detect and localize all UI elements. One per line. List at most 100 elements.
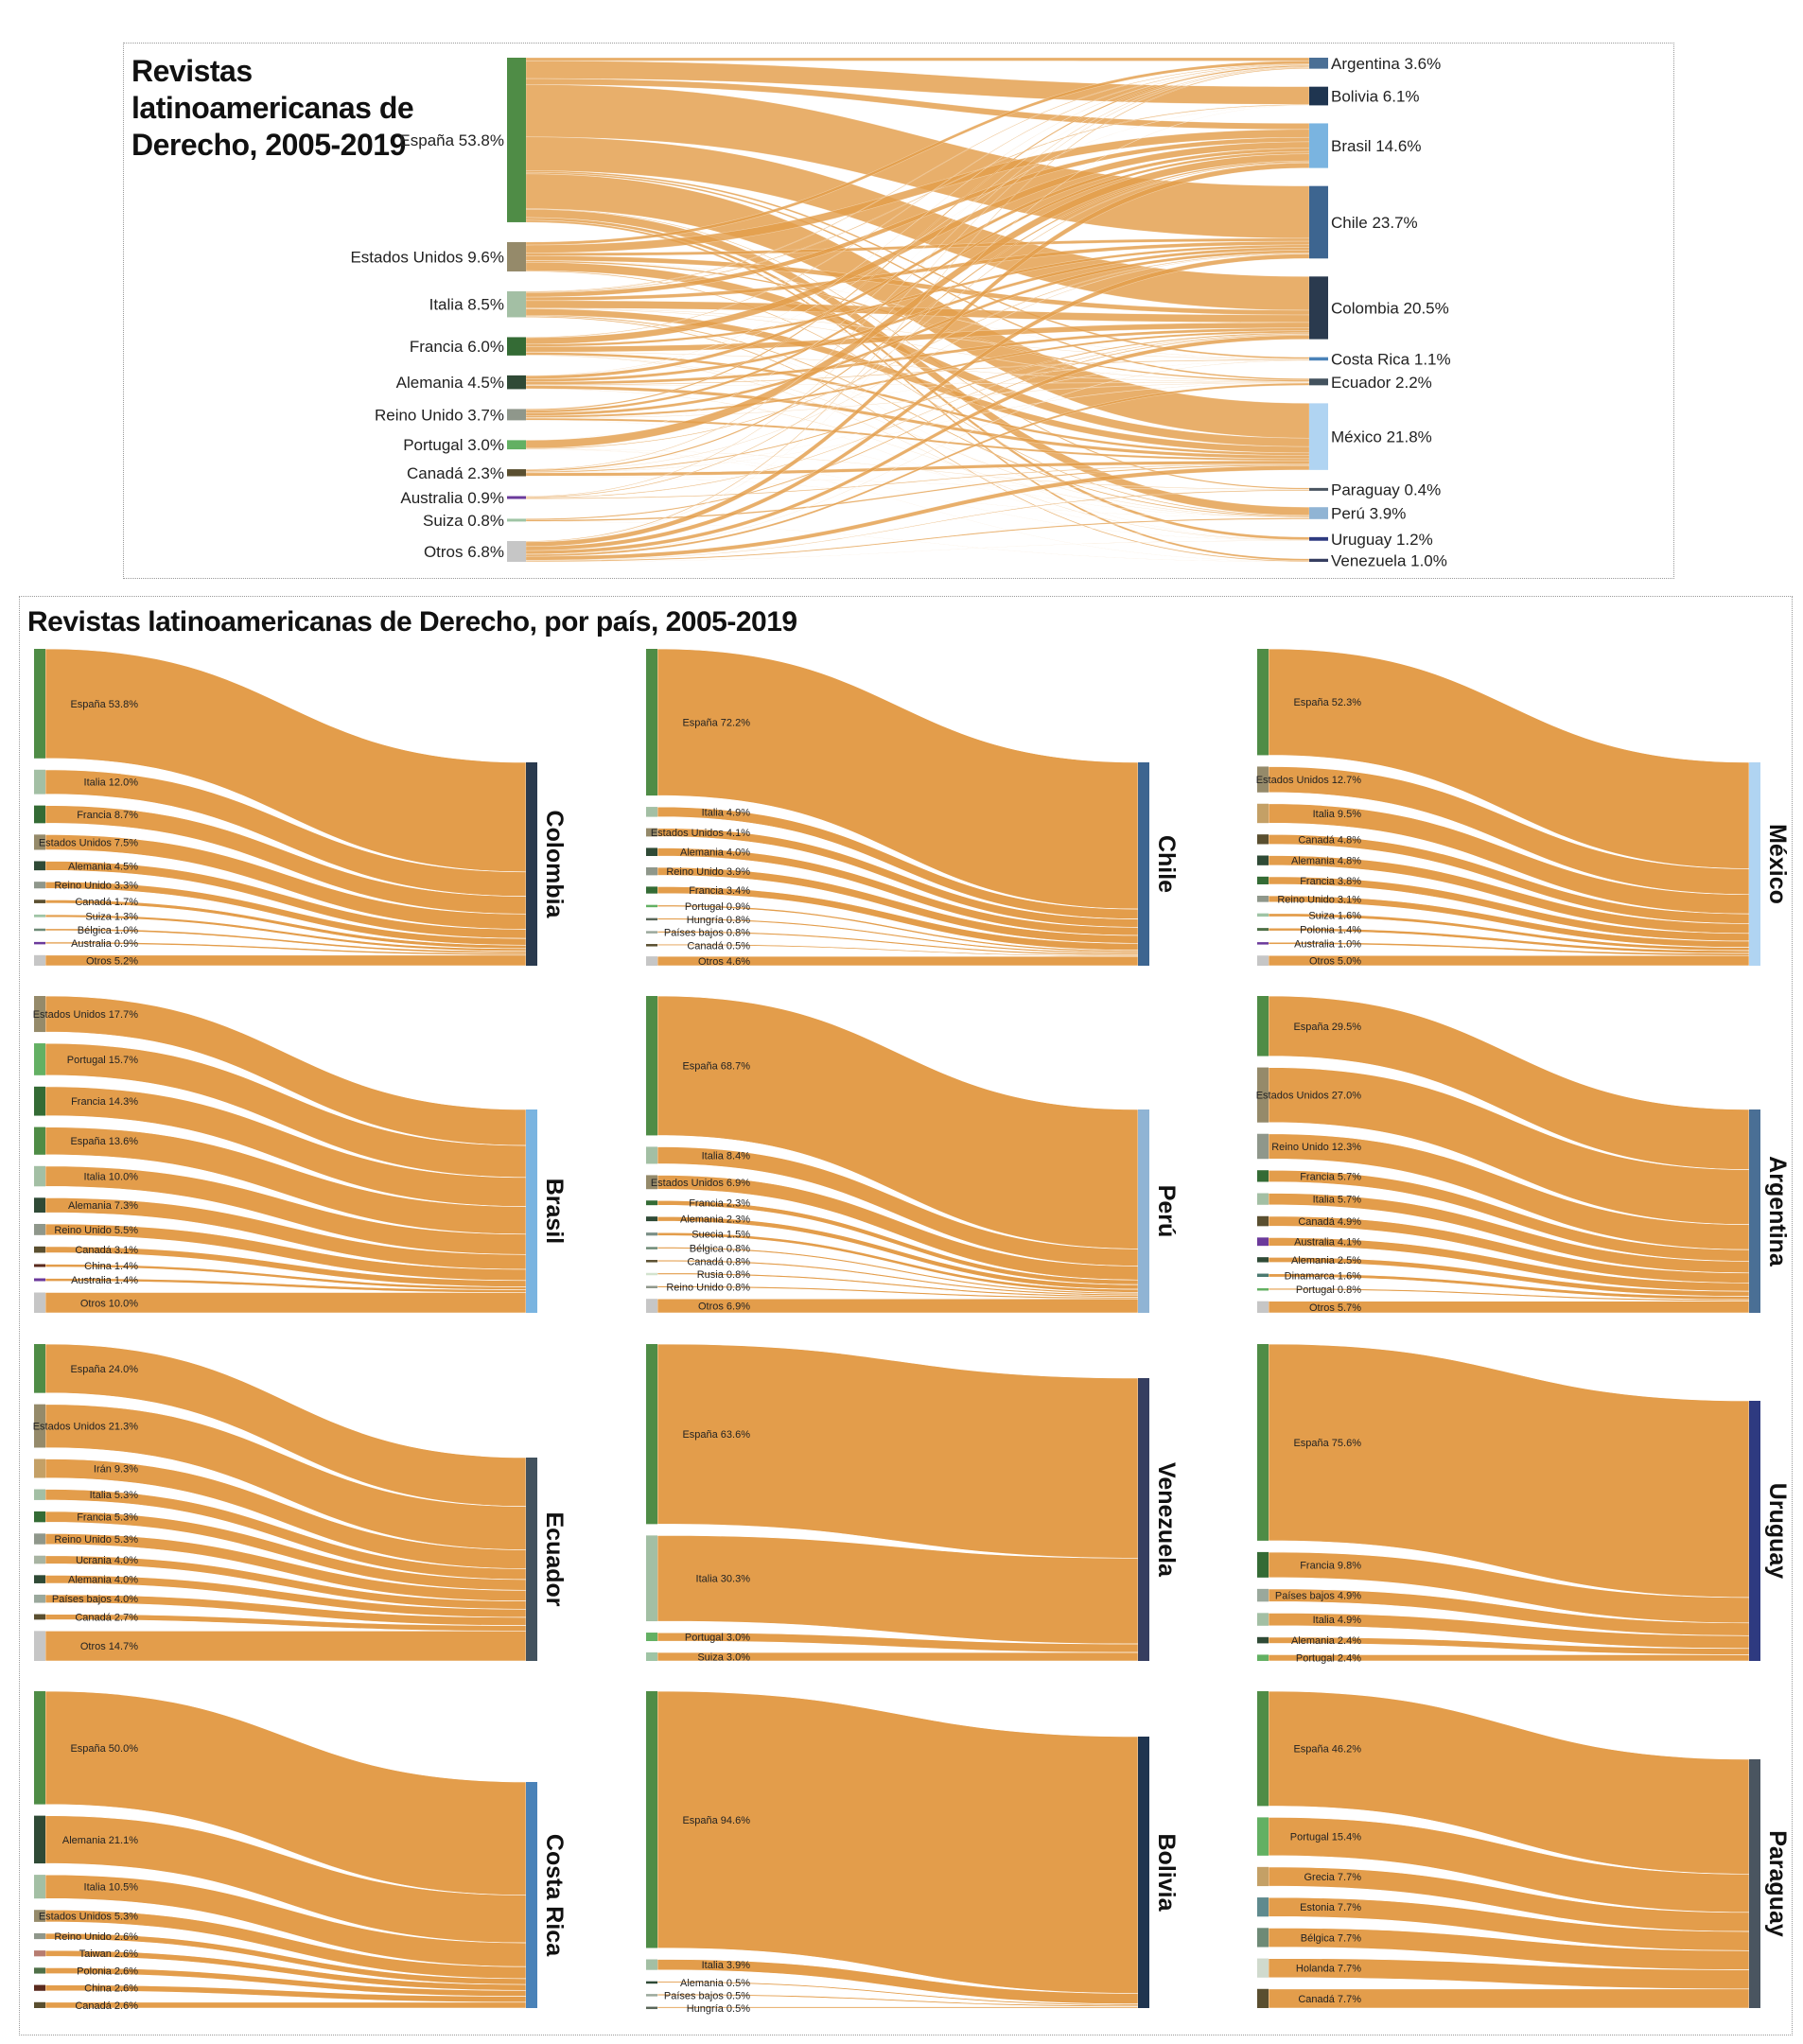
- source-label: Australia 0.9%: [400, 489, 504, 507]
- target-label: Uruguay: [1764, 1483, 1791, 1580]
- node-espana: [1257, 649, 1269, 756]
- overview-sankey-chart: España 53.8% Estados Unidos 9.6% Italia 8.…: [350, 55, 1450, 570]
- node-reino-unido: [34, 1223, 45, 1235]
- node-italia: [34, 1875, 45, 1899]
- target-label: Paraguay 0.4%: [1331, 480, 1441, 498]
- source-label: España 72.2%: [682, 718, 750, 729]
- source-label: Reino Unido 5.5%: [54, 1225, 138, 1236]
- source-label: Grecia 7.7%: [1304, 1872, 1361, 1883]
- source-label: Canadá 2.7%: [75, 1612, 138, 1623]
- link-otros-ecuador: [525, 382, 1310, 557]
- source-label: España 68.7%: [682, 1061, 750, 1073]
- links: [656, 1690, 1139, 2009]
- source-label: Taiwan 2.6%: [79, 1948, 139, 1960]
- node-alemania: [646, 1216, 657, 1222]
- source-label: Canadá 0.5%: [687, 940, 750, 952]
- link-otros-peru: [525, 517, 1310, 563]
- node-portugal: [1257, 1817, 1269, 1856]
- node-canada: [646, 944, 657, 947]
- source-label: Francia 3.8%: [1300, 876, 1361, 887]
- source-label: Estonia 7.7%: [1300, 1902, 1361, 1913]
- source-label: Alemania 2.3%: [680, 1214, 750, 1226]
- country-sankey-grid: Revistas latinoamericanas de Derecho, po…: [19, 596, 1793, 2035]
- node-taiwan: [34, 1950, 45, 1957]
- source-label: Australia 4.1%: [1294, 1237, 1361, 1249]
- source-label: Países bajos 4.9%: [1275, 1591, 1361, 1602]
- node-alemania: [34, 1197, 45, 1213]
- source-label: Alemania 2.4%: [1291, 1635, 1361, 1647]
- target-node-bolivia: [1138, 1737, 1149, 2008]
- source-label: Canadá 2.6%: [75, 2000, 138, 2012]
- node-italia: [646, 1959, 657, 1970]
- node-canada: [1257, 1215, 1269, 1227]
- overview-title: Revistas latinoamericanas de Derecho, 20…: [131, 54, 414, 162]
- node-italia: [34, 769, 45, 795]
- source-label: España 24.0%: [70, 1364, 138, 1375]
- source-label: Estados Unidos 7.5%: [39, 837, 138, 848]
- source-label: Canadá 1.7%: [75, 897, 138, 908]
- node-suecia: [646, 1232, 657, 1236]
- source-label: Italia 10.5%: [84, 1882, 139, 1894]
- node-mexico: [1309, 403, 1328, 470]
- source-label: China 2.6%: [84, 1983, 138, 1995]
- sankey-brasil: Estados Unidos 17.7% Portugal 15.7% Franci…: [33, 995, 568, 1314]
- source-label: Italia 8.5%: [429, 296, 504, 314]
- source-label: Alemania 4.8%: [1291, 856, 1361, 867]
- target-node-argentina: [1749, 1109, 1760, 1313]
- source-label: Italia 30.3%: [696, 1574, 751, 1585]
- target-node-uruguay: [1749, 1401, 1760, 1661]
- node-espana: [646, 649, 657, 796]
- node-otros: [34, 1631, 45, 1661]
- target-label: Bolivia: [1153, 1834, 1180, 1913]
- source-label: Suecia 1.5%: [691, 1230, 750, 1241]
- source-label: Suiza 3.0%: [697, 1652, 750, 1664]
- target-node-chile: [1138, 762, 1149, 966]
- source-label: Canadá 3.1%: [75, 1245, 138, 1256]
- node-estados-unidos: [34, 996, 45, 1033]
- node-australia: [34, 941, 45, 945]
- source-label: China 1.4%: [84, 1261, 138, 1272]
- source-label: Polonia 1.4%: [1300, 925, 1361, 936]
- source-label: Reino Unido 5.3%: [54, 1534, 138, 1546]
- node-espana: [646, 1344, 657, 1525]
- source-label: Bélgica 1.0%: [78, 925, 138, 936]
- source-label: Bélgica 7.7%: [1301, 1932, 1361, 1944]
- source-label: Otros 5.7%: [1309, 1302, 1361, 1314]
- source-label: Suiza 0.8%: [423, 512, 504, 530]
- node-canada: [34, 2001, 45, 2008]
- source-label: Italia 12.0%: [84, 777, 139, 789]
- node-francia: [34, 1086, 45, 1116]
- source-label: Australia 1.0%: [1294, 938, 1361, 950]
- target-label: Costa Rica: [541, 1834, 568, 1957]
- node-italia: [1257, 1613, 1269, 1626]
- node-holanda: [1257, 1958, 1269, 1978]
- target-label: Venezuela: [1153, 1462, 1180, 1578]
- link-espana-argentina: [525, 57, 1310, 61]
- link-otros-paraguay: [525, 489, 1310, 561]
- target-node-ecuador: [526, 1458, 537, 1661]
- source-label: Polonia 2.6%: [77, 1965, 138, 1977]
- node-reino-unido: [1257, 1133, 1269, 1160]
- sankey-argentina: España 29.5% Estados Unidos 27.0% Reino Un…: [1256, 995, 1791, 1314]
- target-node-colombia: [526, 762, 537, 966]
- overview-links: [525, 57, 1310, 563]
- node-uruguay: [1309, 536, 1328, 541]
- link-otros-brasil: [525, 163, 1310, 548]
- source-label: Portugal 15.7%: [67, 1055, 138, 1066]
- link-espana: [656, 1690, 1139, 1994]
- source-label: Reino Unido 3.3%: [54, 881, 138, 892]
- source-label: España 29.5%: [1293, 1022, 1361, 1033]
- source-label: Portugal 2.4%: [1296, 1653, 1361, 1665]
- node-reino-unido: [1257, 895, 1269, 902]
- node-reino-unido: [34, 1533, 45, 1545]
- links: [44, 995, 527, 1314]
- source-label: Hungría 0.8%: [687, 915, 750, 926]
- link-canada-mexico: [525, 460, 1310, 477]
- node-suiza: [1257, 913, 1269, 917]
- target-label: Chile: [1153, 835, 1180, 893]
- source-label: Estados Unidos 9.6%: [350, 248, 504, 266]
- source-label: España 53.8%: [70, 699, 138, 710]
- source-label: Francia 5.3%: [77, 1512, 138, 1524]
- target-label: Uruguay 1.2%: [1331, 531, 1433, 549]
- node-china: [34, 1264, 45, 1267]
